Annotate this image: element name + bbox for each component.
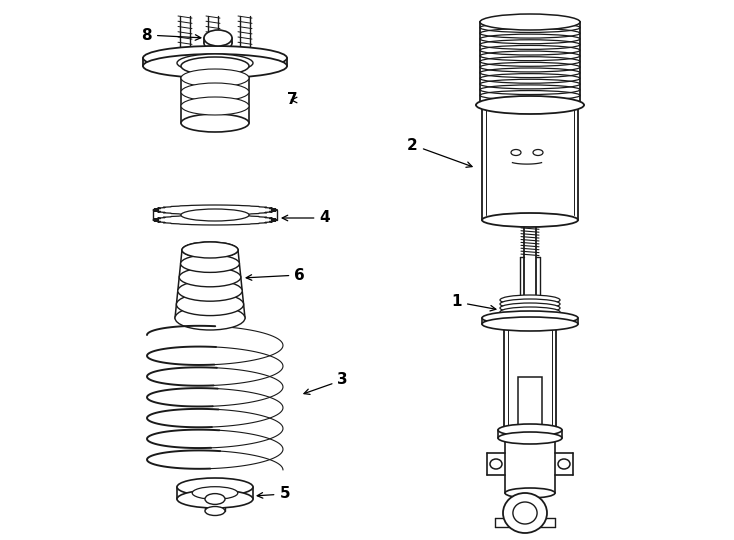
Ellipse shape [558,459,570,469]
Ellipse shape [181,83,249,101]
Text: 7: 7 [288,92,298,107]
Text: 4: 4 [282,211,330,226]
Ellipse shape [181,69,249,87]
Ellipse shape [205,494,225,504]
Ellipse shape [181,97,249,115]
Ellipse shape [482,311,578,325]
Ellipse shape [503,493,547,533]
Ellipse shape [482,213,578,227]
Ellipse shape [177,54,253,72]
Ellipse shape [178,280,242,301]
Text: 5: 5 [257,487,290,502]
Ellipse shape [476,96,584,114]
Ellipse shape [143,46,287,70]
Ellipse shape [500,299,560,309]
Ellipse shape [179,268,241,287]
Ellipse shape [181,255,239,272]
Ellipse shape [176,293,244,315]
Ellipse shape [505,488,555,498]
Ellipse shape [181,209,249,221]
Ellipse shape [182,242,238,258]
FancyBboxPatch shape [518,377,542,432]
Ellipse shape [498,424,562,436]
Ellipse shape [181,114,249,132]
Ellipse shape [204,35,232,51]
Ellipse shape [533,150,543,156]
Ellipse shape [490,459,502,469]
Ellipse shape [513,502,537,524]
Ellipse shape [500,303,560,313]
Ellipse shape [143,54,287,78]
Ellipse shape [177,478,253,496]
Ellipse shape [500,307,560,317]
Ellipse shape [192,487,238,500]
Text: 2: 2 [407,138,472,167]
Ellipse shape [498,432,562,444]
Ellipse shape [177,490,253,508]
Ellipse shape [204,30,232,46]
Text: 6: 6 [246,267,305,282]
Ellipse shape [482,317,578,331]
Ellipse shape [205,507,225,516]
Text: 3: 3 [304,373,348,394]
Ellipse shape [182,242,238,258]
Ellipse shape [175,306,245,330]
Text: 8: 8 [142,28,201,43]
Text: 1: 1 [451,294,496,311]
Ellipse shape [500,295,560,305]
Ellipse shape [511,150,521,156]
Ellipse shape [480,14,580,30]
Ellipse shape [181,57,249,75]
